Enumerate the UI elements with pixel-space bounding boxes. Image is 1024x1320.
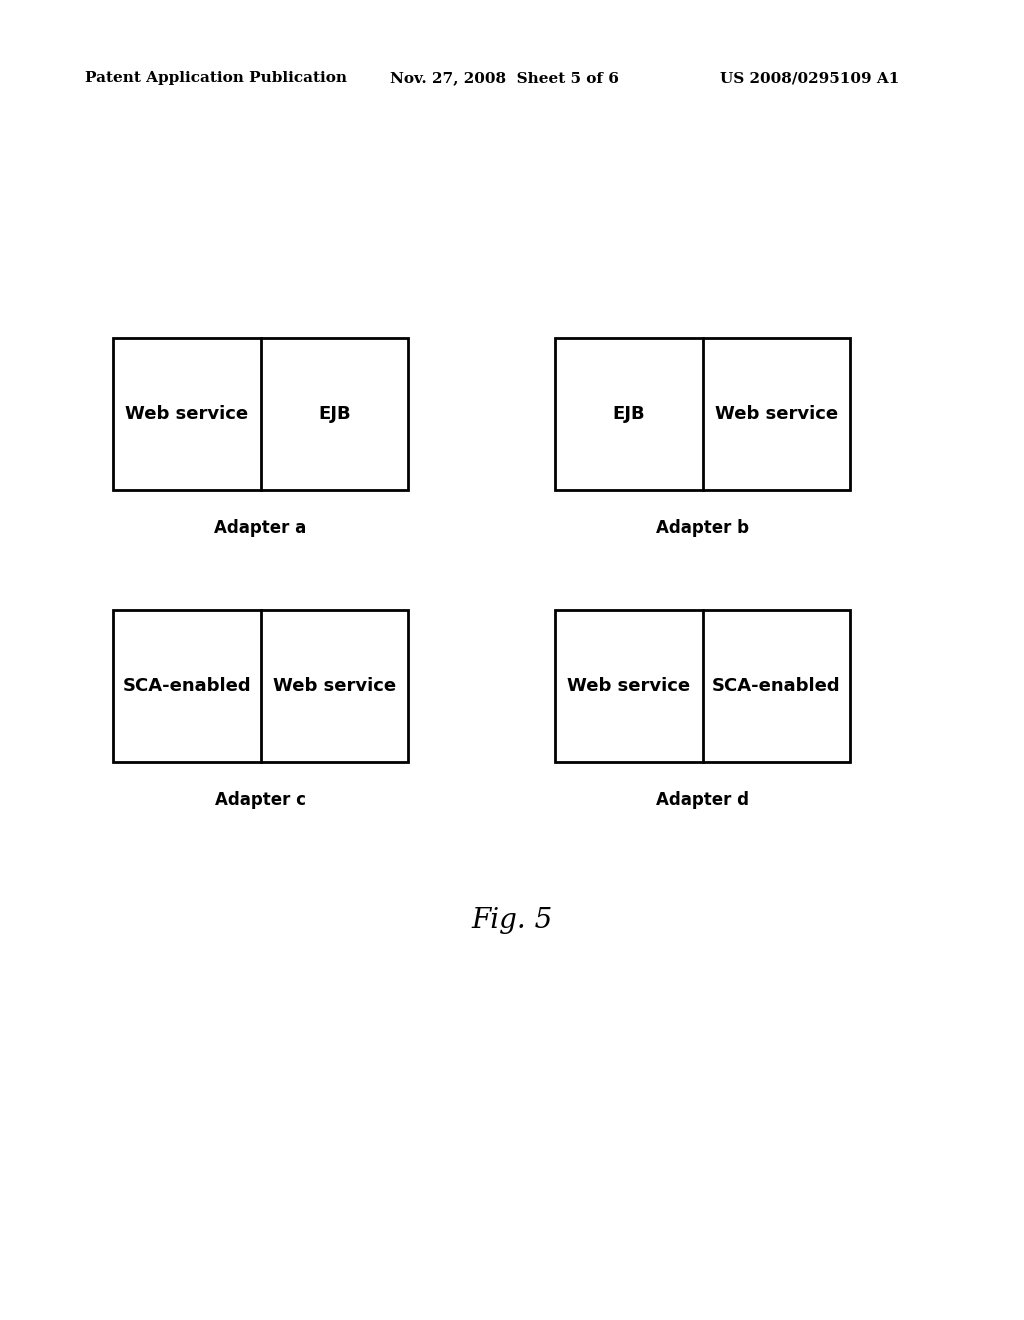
Text: Fig. 5: Fig. 5 — [471, 907, 553, 933]
Text: SCA-enabled: SCA-enabled — [123, 677, 251, 696]
Text: Web service: Web service — [715, 405, 838, 422]
Text: Web service: Web service — [272, 677, 396, 696]
Bar — [113, 610, 408, 762]
Text: EJB: EJB — [317, 405, 350, 422]
Text: Adapter c: Adapter c — [215, 791, 306, 809]
Text: Adapter a: Adapter a — [214, 519, 306, 537]
Text: SCA-enabled: SCA-enabled — [712, 677, 841, 696]
Text: US 2008/0295109 A1: US 2008/0295109 A1 — [720, 71, 899, 84]
Text: Adapter b: Adapter b — [656, 519, 749, 537]
Text: Nov. 27, 2008  Sheet 5 of 6: Nov. 27, 2008 Sheet 5 of 6 — [390, 71, 618, 84]
Bar — [113, 338, 408, 490]
Text: EJB: EJB — [612, 405, 645, 422]
Text: Patent Application Publication: Patent Application Publication — [85, 71, 347, 84]
Bar — [555, 610, 850, 762]
Text: Web service: Web service — [125, 405, 248, 422]
Text: Adapter d: Adapter d — [656, 791, 749, 809]
Bar — [555, 338, 850, 490]
Text: Web service: Web service — [567, 677, 690, 696]
